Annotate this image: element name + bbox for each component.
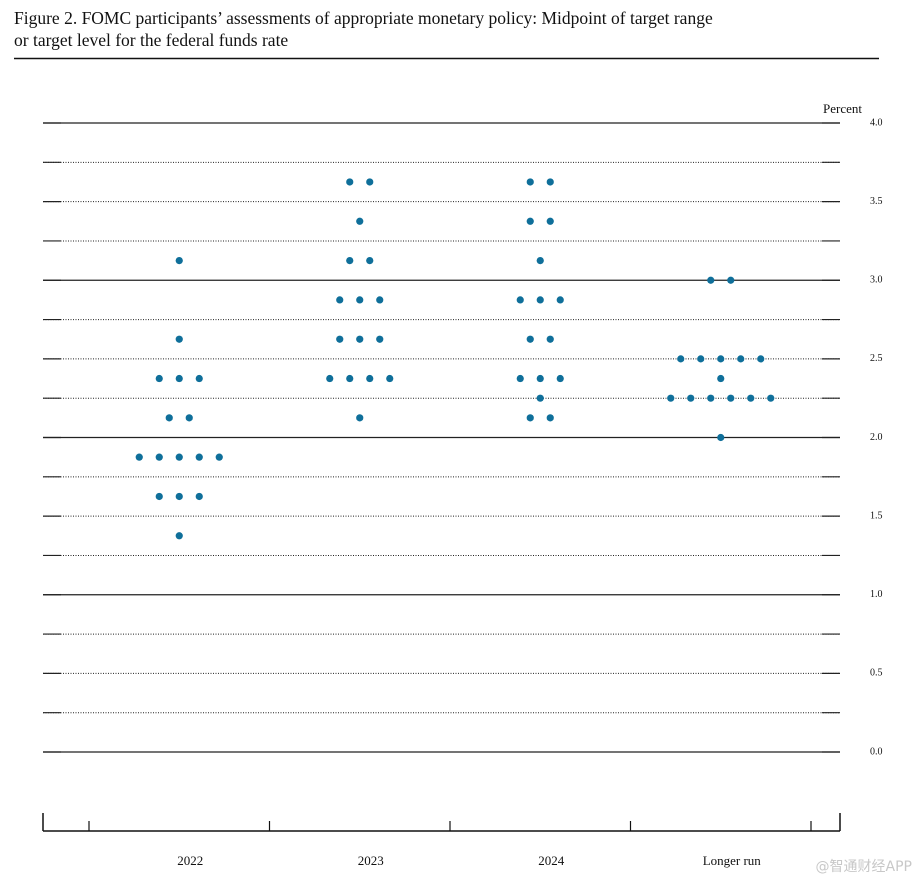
- dot: [326, 374, 334, 383]
- dot: [336, 335, 344, 343]
- y-axis-label: Percent: [823, 101, 862, 116]
- y-tick-label: 1.0: [870, 589, 883, 600]
- dot: [526, 178, 534, 186]
- dot: [175, 374, 183, 383]
- dot: [707, 394, 715, 402]
- dot: [546, 178, 554, 186]
- dot: [767, 394, 775, 402]
- dot: [526, 414, 534, 422]
- dot: [356, 335, 364, 343]
- dot: [717, 374, 725, 383]
- dot: [195, 492, 203, 501]
- dot: [516, 374, 524, 383]
- y-tick-label: 0.5: [870, 668, 883, 679]
- dot: [376, 335, 384, 343]
- dot: [526, 335, 534, 343]
- dot: [376, 296, 384, 304]
- x-tick-label: Longer run: [703, 853, 762, 868]
- y-tick-label: 2.5: [870, 353, 883, 364]
- dot: [717, 433, 725, 442]
- dot: [366, 256, 374, 265]
- dot: [707, 276, 715, 284]
- dot: [516, 296, 524, 304]
- dot: [175, 256, 183, 265]
- dot: [215, 453, 223, 461]
- y-tick-label: 2.0: [870, 432, 883, 443]
- dot: [175, 453, 183, 461]
- dot: [135, 453, 143, 461]
- dot: [366, 374, 374, 383]
- y-tick-label: 1.5: [870, 510, 883, 521]
- dot: [717, 355, 725, 363]
- y-tick-label: 3.0: [870, 275, 883, 286]
- x-tick-label: 2024: [538, 853, 565, 868]
- dot: [727, 394, 735, 402]
- dot: [366, 178, 374, 186]
- dot: [687, 394, 695, 402]
- dot: [697, 355, 705, 363]
- dot: [195, 453, 203, 461]
- y-tick-label: 4.0: [870, 117, 883, 128]
- dot: [546, 414, 554, 422]
- dot: [677, 355, 685, 363]
- dot: [546, 335, 554, 343]
- dot: [356, 296, 364, 304]
- x-tick-label: 2022: [177, 853, 203, 868]
- dot: [165, 414, 173, 422]
- watermark: @智通财经APP: [816, 859, 912, 875]
- dot: [346, 178, 354, 186]
- dot: [747, 394, 755, 402]
- dot: [536, 374, 544, 383]
- dot: [155, 492, 163, 501]
- dot: [175, 492, 183, 501]
- dot: [185, 414, 193, 422]
- dot: [386, 374, 394, 383]
- dot: [536, 394, 544, 402]
- dot: [556, 296, 564, 304]
- dot: [175, 532, 183, 540]
- y-tick-label: 3.5: [870, 196, 883, 207]
- dot: [667, 394, 675, 402]
- y-tick-label: 0.0: [870, 746, 883, 757]
- dot: [526, 217, 534, 225]
- dot: [536, 296, 544, 304]
- dot: [346, 374, 354, 383]
- dot: [737, 355, 745, 363]
- dot: [175, 335, 183, 343]
- dot: [536, 256, 544, 265]
- dot: [356, 414, 364, 422]
- dot: [546, 217, 554, 225]
- chart-title: or target level for the federal funds ra…: [14, 30, 288, 50]
- dot: [155, 374, 163, 383]
- dot: [556, 374, 564, 383]
- x-tick-label: 2023: [358, 853, 384, 868]
- dot: [727, 276, 735, 284]
- dot: [356, 217, 364, 225]
- dot: [195, 374, 203, 383]
- chart-title: Figure 2. FOMC participants’ assessments…: [14, 8, 713, 28]
- dot: [336, 296, 344, 304]
- dot: [155, 453, 163, 461]
- dot: [346, 256, 354, 265]
- dot: [757, 355, 765, 363]
